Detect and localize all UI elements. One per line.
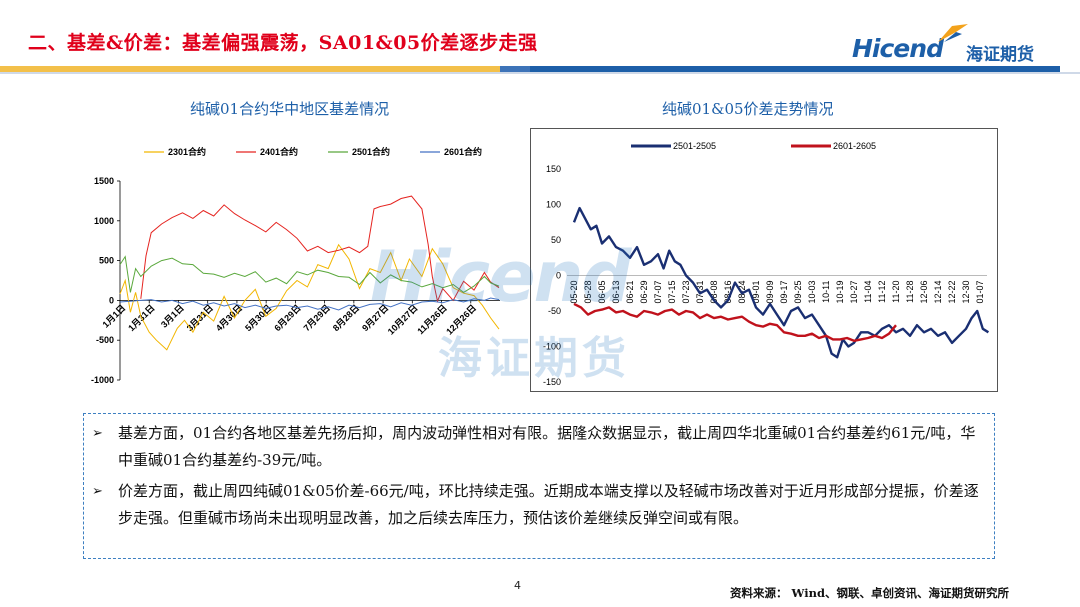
logo-swoosh-icon	[938, 24, 968, 42]
basis-x-tick-label: 3月1日	[159, 303, 186, 330]
spread-x-tick-label: 10-11	[821, 281, 831, 303]
spread-x-tick-label: 09-01	[751, 281, 761, 304]
spread-x-tick-label: 05-20	[569, 281, 579, 304]
spread-x-tick-label: 06-29	[639, 281, 649, 304]
commentary-spread-text: 价差方面，截止周四纯碱01&05价差-66元/吨，环比持续走强。近期成本端支撑以…	[118, 482, 979, 527]
spread-y-tick-label: -100	[543, 342, 561, 352]
spread-x-tick-label: 11-28	[905, 281, 915, 303]
spread-y-tick-label: -150	[543, 377, 561, 387]
spread-x-tick-label: 06-21	[625, 281, 635, 304]
spread-y-tick-label: 100	[546, 200, 561, 210]
basis-y-tick-label: -1000	[91, 375, 114, 385]
basis-legend-label: 2601合约	[444, 146, 482, 157]
basis-series-line	[119, 255, 500, 294]
spread-x-tick-label: 01-07	[975, 281, 985, 304]
basis-legend-label: 2401合约	[260, 146, 298, 157]
header-divider	[0, 72, 1080, 74]
spread-x-tick-label: 07-15	[667, 281, 677, 304]
spread-x-tick-label: 10-27	[849, 281, 859, 304]
spread-x-tick-label: 12-30	[961, 281, 971, 304]
spread-chart: 150 100 50 0 -50 -100 -150 05-20 05-28 06-05 06-13…	[530, 128, 998, 392]
spread-x-tick-label: 12-22	[947, 281, 957, 304]
spread-x-tick-label: 07-23	[681, 281, 691, 304]
basis-y-tick-label: 500	[99, 256, 114, 266]
commentary-spread: ➢ 价差方面，截止周四纯碱01&05价差-66元/吨，环比持续走强。近期成本端支…	[92, 478, 984, 532]
spread-x-tick-label: 08-16	[723, 281, 733, 304]
header-stripe-mid	[500, 66, 530, 72]
header-stripe-yellow	[0, 66, 500, 72]
spread-legend-label: 2501-2505	[673, 141, 716, 151]
bullet-arrow-icon: ➢	[92, 426, 103, 441]
spread-y-tick-label: 50	[551, 235, 561, 245]
basis-x-tick-label: 1月1日	[101, 303, 128, 330]
spread-series-line	[573, 302, 897, 343]
spread-x-tick-label: 12-14	[933, 281, 943, 304]
commentary-basis-text: 基差方面，01合约各地区基差先扬后抑，周内波动弹性相对有限。据隆众数据显示，截止…	[118, 424, 976, 469]
spread-x-tick-label: 11-12	[877, 281, 887, 303]
basis-y-tick-label: -500	[96, 335, 114, 345]
spread-x-tick-label: 12-06	[919, 281, 929, 304]
spread-y-tick-label: -50	[548, 306, 561, 316]
spread-x-tick-label: 10-03	[807, 281, 817, 304]
basis-chart: 1500 1000 500 0 -500 -1000 1月1日 1月31日 3月1日 3月31日 4…	[82, 128, 514, 392]
spread-x-tick-label: 09-25	[793, 281, 803, 304]
page-number: 4	[514, 579, 521, 592]
spread-chart-title: 纯碱01&05价差走势情况	[662, 100, 834, 118]
spread-series-line	[572, 206, 990, 359]
spread-y-tick-label: 150	[546, 164, 561, 174]
basis-y-tick-label: 1500	[94, 176, 114, 186]
brand-logo: Hicend 海证期货	[852, 22, 1052, 66]
basis-series-line	[119, 243, 500, 351]
page-title: 二、基差&价差：基差偏强震荡，SA01&05价差逐步走强	[28, 32, 538, 54]
spread-x-tick-label: 09-17	[779, 281, 789, 304]
basis-y-tick-label: 1000	[94, 216, 114, 226]
basis-y-tick-label: 0	[109, 295, 114, 305]
commentary-box: ➢ 基差方面，01合约各地区基差先扬后抑，周内波动弹性相对有限。据隆众数据显示，…	[83, 413, 995, 559]
spread-x-tick-label: 11-04	[863, 281, 873, 303]
spread-chart-svg: 150 100 50 0 -50 -100 -150 05-20 05-28 06-05 06-13…	[543, 141, 990, 387]
spread-y-tick-label: 0	[556, 271, 561, 281]
logo-wordmark: Hicend	[852, 34, 944, 63]
spread-x-tick-label: 09-09	[765, 281, 775, 304]
spread-x-tick-label: 05-28	[583, 281, 593, 304]
basis-series-line	[119, 297, 500, 311]
logo-chinese-name: 海证期货	[966, 45, 1034, 65]
commentary-basis: ➢ 基差方面，01合约各地区基差先扬后抑，周内波动弹性相对有限。据隆众数据显示，…	[92, 420, 984, 474]
spread-x-tick-label: 07-07	[653, 281, 663, 304]
spread-x-tick-label: 10-19	[835, 281, 845, 304]
bullet-arrow-icon: ➢	[92, 484, 103, 499]
basis-legend-label: 2301合约	[168, 146, 206, 157]
basis-x-tick-label: 10月27日	[386, 303, 420, 337]
source-note: 资料来源： Wind、钢联、卓创资讯、海证期货研究所	[730, 586, 1009, 600]
spread-legend-label: 2601-2605	[833, 141, 876, 151]
basis-series-line	[140, 195, 500, 303]
basis-legend-label: 2501合约	[352, 146, 390, 157]
spread-x-tick-label: 06-13	[611, 281, 621, 304]
basis-x-tick-label: 11月26日	[415, 303, 449, 337]
header-stripe-blue	[530, 66, 1060, 72]
basis-chart-title: 纯碱01合约华中地区基差情况	[190, 100, 390, 118]
spread-x-tick-label: 08-08	[709, 281, 719, 304]
spread-x-tick-label: 06-05	[597, 281, 607, 304]
basis-x-tick-label: 12月26日	[444, 303, 478, 337]
spread-x-tick-label: 11-20	[891, 281, 901, 303]
